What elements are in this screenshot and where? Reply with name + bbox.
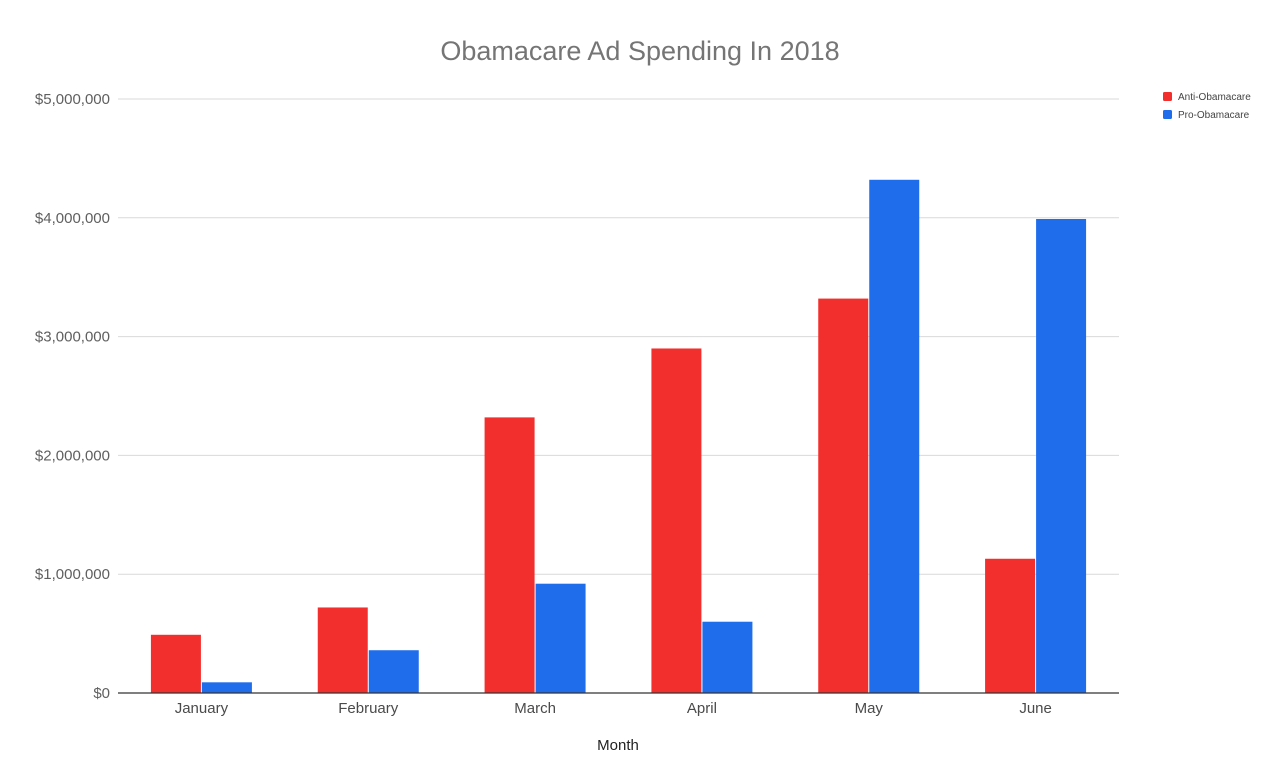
x-axis-label: Month [597, 737, 639, 754]
x-tick-label: May [855, 700, 884, 717]
y-tick-label: $4,000,000 [35, 210, 110, 227]
y-tick-label: $2,000,000 [35, 447, 110, 464]
bar-anti-obamacare-april [651, 348, 702, 693]
legend-label: Pro-Obamacare [1178, 110, 1250, 121]
bar-pro-obamacare-march [535, 583, 586, 693]
legend-label: Anti-Obamacare [1178, 92, 1251, 103]
y-tick-label: $5,000,000 [35, 91, 110, 108]
bar-anti-obamacare-june [985, 558, 1036, 693]
bar-anti-obamacare-march [484, 417, 535, 693]
bar-anti-obamacare-may [818, 298, 869, 693]
x-tick-label: March [514, 700, 556, 717]
bar-anti-obamacare-january [150, 634, 201, 693]
legend-swatch [1163, 110, 1172, 119]
bar-pro-obamacare-may [869, 179, 920, 693]
bar-pro-obamacare-january [201, 682, 252, 693]
bar-pro-obamacare-june [1036, 218, 1087, 693]
bar-pro-obamacare-april [702, 621, 753, 693]
chart-title: Obamacare Ad Spending In 2018 [440, 36, 839, 66]
x-tick-label: June [1019, 700, 1052, 717]
y-tick-label: $0 [93, 685, 110, 702]
y-tick-label: $3,000,000 [35, 329, 110, 346]
x-tick-label: April [687, 700, 717, 717]
x-tick-label: February [338, 700, 399, 717]
x-axis-ticks: January February March April May June [175, 700, 1052, 717]
legend-swatch [1163, 92, 1172, 101]
bars [150, 179, 1087, 693]
y-axis-ticks: $0 $1,000,000 $2,000,000 $3,000,000 $4,000,0… [35, 91, 110, 702]
grid-lines [118, 98, 1119, 575]
y-tick-label: $1,000,000 [35, 566, 110, 583]
bar-pro-obamacare-february [368, 650, 419, 693]
legend: Anti-Obamacare Pro-Obamacare [1163, 92, 1251, 121]
bar-anti-obamacare-february [317, 607, 368, 693]
x-tick-label: January [175, 700, 229, 717]
